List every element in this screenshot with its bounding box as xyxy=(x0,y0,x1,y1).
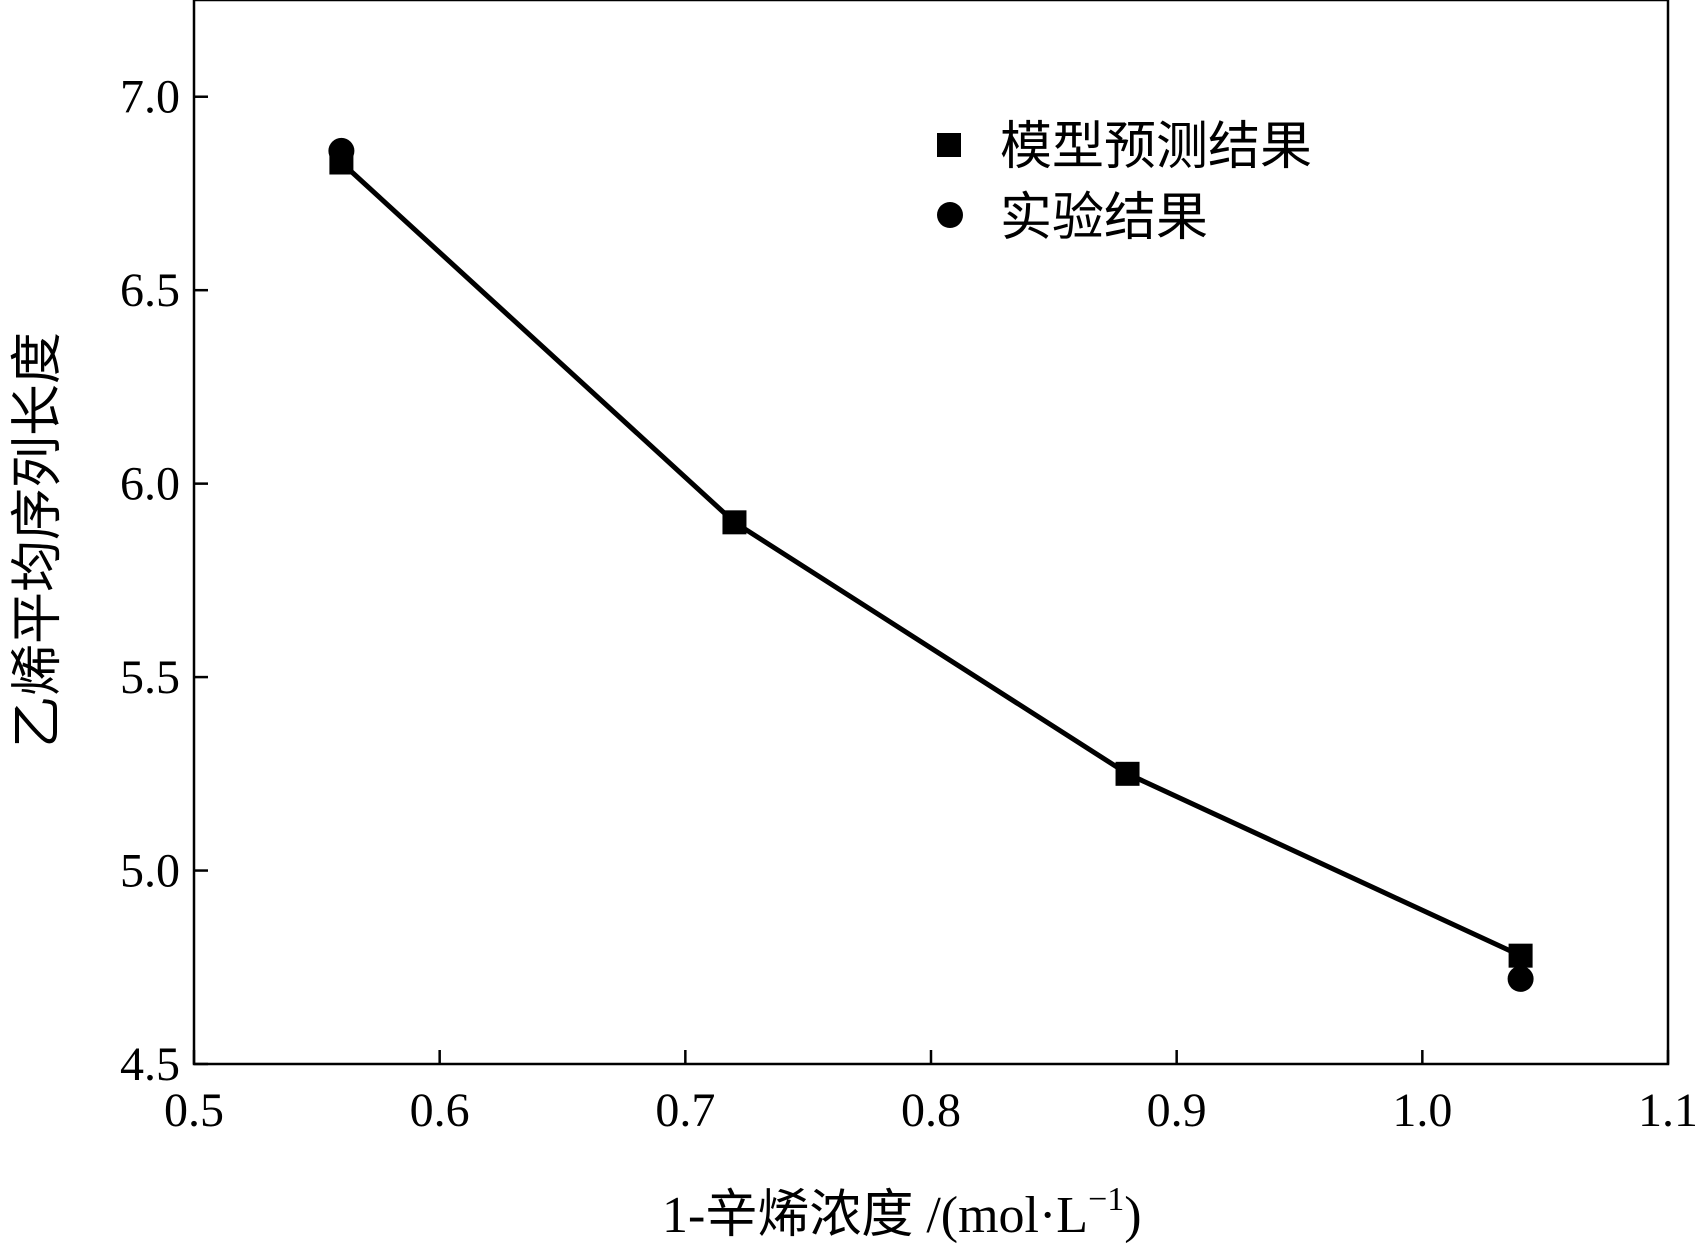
x-tick-label: 0.9 xyxy=(1147,1084,1207,1137)
x-axis-title: 1-辛烯浓度 /(mol·L−1) xyxy=(662,1181,1142,1244)
y-tick-label: 5.0 xyxy=(120,845,180,898)
y-tick-label: 5.5 xyxy=(120,651,180,704)
data-point-circle xyxy=(328,137,355,164)
x-tick-label: 1.1 xyxy=(1638,1084,1695,1137)
data-point-square xyxy=(1508,943,1533,968)
x-tick-label: 0.6 xyxy=(410,1084,470,1137)
legend-label-experiment: 实验结果 xyxy=(1000,190,1208,247)
y-tick-label: 7.0 xyxy=(120,71,180,124)
x-axis-title-main: 1-辛烯浓度 /(mol·L xyxy=(662,1187,1088,1244)
legend-label-model: 模型预测结果 xyxy=(1000,119,1312,176)
y-tick-label: 4.5 xyxy=(120,1038,180,1091)
y-axis-ticks: 4.5 5.0 5.5 6.0 6.5 7.0 xyxy=(120,71,208,1091)
legend-square-marker xyxy=(937,133,961,157)
y-tick-label: 6.0 xyxy=(120,458,180,511)
legend: 模型预测结果 实验结果 xyxy=(937,119,1312,247)
plot-frame xyxy=(192,0,1670,1066)
x-tick-label: 1.0 xyxy=(1392,1084,1452,1137)
x-tick-label: 0.8 xyxy=(901,1084,961,1137)
y-tick-label: 6.5 xyxy=(120,264,180,317)
series-line xyxy=(339,160,1522,958)
x-tick-label: 0.5 xyxy=(164,1084,224,1137)
data-point-square xyxy=(722,510,747,535)
x-axis-title-sup: −1 xyxy=(1088,1181,1124,1218)
x-tick-label: 0.7 xyxy=(655,1084,715,1137)
x-axis-title-close: ) xyxy=(1124,1187,1141,1244)
x-axis-ticks: 0.5 0.6 0.7 0.8 0.9 1.0 1.1 xyxy=(164,1050,1695,1137)
legend-circle-marker xyxy=(937,202,963,228)
data-point-circle xyxy=(1507,965,1534,992)
data-point-square xyxy=(1115,761,1140,786)
series-layer xyxy=(328,137,1534,992)
y-axis-title: 乙烯平均序列长度 xyxy=(10,332,67,748)
